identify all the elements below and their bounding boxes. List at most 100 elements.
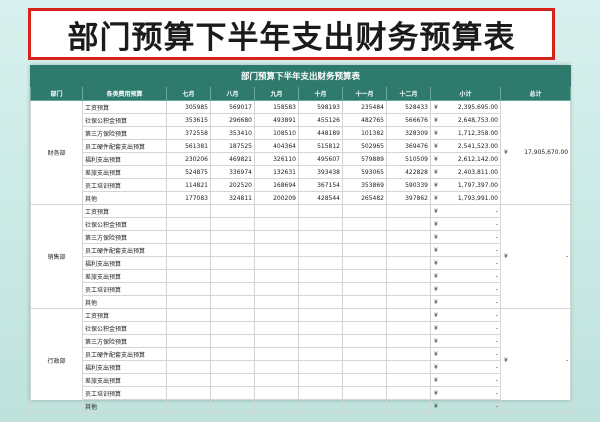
month-cell[interactable] — [210, 308, 255, 322]
month-cell[interactable] — [386, 204, 431, 218]
subtotal-cell[interactable]: ¥2,541,523.00 — [430, 139, 501, 153]
month-cell[interactable] — [166, 256, 211, 270]
month-cell[interactable] — [342, 399, 387, 413]
total-cell[interactable]: ¥ - — [499, 308, 572, 413]
month-cell[interactable] — [166, 399, 211, 413]
item-cell[interactable]: 工资预算 — [82, 308, 167, 322]
month-cell[interactable] — [298, 282, 343, 296]
month-cell[interactable]: 493891 — [254, 113, 299, 127]
item-cell[interactable]: 差旅支出预算 — [82, 165, 167, 179]
month-cell[interactable]: 230206 — [166, 152, 211, 166]
subtotal-cell[interactable]: ¥ - — [430, 334, 501, 348]
subtotal-cell[interactable]: ¥1,793,991.00 — [430, 191, 501, 205]
subtotal-cell[interactable]: ¥ - — [430, 373, 501, 387]
month-cell[interactable]: 265482 — [342, 191, 387, 205]
month-cell[interactable]: 372558 — [166, 126, 211, 140]
month-cell[interactable] — [386, 347, 431, 361]
month-cell[interactable]: 561381 — [166, 139, 211, 153]
month-cell[interactable] — [298, 399, 343, 413]
month-cell[interactable] — [298, 269, 343, 283]
month-cell[interactable]: 336974 — [210, 165, 255, 179]
item-cell[interactable]: 员工硬件配套支出预算 — [82, 347, 167, 361]
month-cell[interactable] — [254, 269, 299, 283]
month-cell[interactable] — [166, 373, 211, 387]
month-cell[interactable]: 482765 — [342, 113, 387, 127]
month-cell[interactable]: 448189 — [298, 126, 343, 140]
item-cell[interactable]: 员工硬件配套支出预算 — [82, 139, 167, 153]
month-cell[interactable] — [254, 373, 299, 387]
month-cell[interactable] — [254, 321, 299, 335]
month-cell[interactable]: 114821 — [166, 178, 211, 192]
item-cell[interactable]: 社保公积金预算 — [82, 321, 167, 335]
department-cell[interactable]: 行政部 — [30, 308, 83, 413]
month-cell[interactable] — [298, 386, 343, 400]
month-cell[interactable]: 404364 — [254, 139, 299, 153]
month-cell[interactable] — [254, 386, 299, 400]
month-cell[interactable] — [298, 295, 343, 309]
month-cell[interactable] — [254, 347, 299, 361]
month-cell[interactable] — [298, 373, 343, 387]
item-cell[interactable]: 社保公积金预算 — [82, 217, 167, 231]
month-cell[interactable] — [342, 360, 387, 374]
month-cell[interactable] — [342, 217, 387, 231]
month-cell[interactable]: 305985 — [166, 100, 211, 114]
month-cell[interactable] — [386, 256, 431, 270]
month-cell[interactable] — [386, 360, 431, 374]
month-cell[interactable] — [342, 373, 387, 387]
month-cell[interactable]: 202520 — [210, 178, 255, 192]
month-cell[interactable] — [254, 360, 299, 374]
month-cell[interactable]: 187525 — [210, 139, 255, 153]
month-cell[interactable] — [386, 321, 431, 335]
month-cell[interactable]: 524875 — [166, 165, 211, 179]
item-cell[interactable]: 第三方保险预算 — [82, 334, 167, 348]
month-cell[interactable] — [342, 269, 387, 283]
item-cell[interactable]: 其他 — [82, 191, 167, 205]
item-cell[interactable]: 工资预算 — [82, 204, 167, 218]
month-cell[interactable] — [386, 282, 431, 296]
month-cell[interactable] — [254, 399, 299, 413]
month-cell[interactable]: 132631 — [254, 165, 299, 179]
subtotal-cell[interactable]: ¥ - — [430, 243, 501, 257]
subtotal-cell[interactable]: ¥ - — [430, 386, 501, 400]
month-cell[interactable] — [210, 204, 255, 218]
month-cell[interactable]: 469821 — [210, 152, 255, 166]
month-cell[interactable] — [342, 295, 387, 309]
month-cell[interactable] — [210, 243, 255, 257]
month-cell[interactable] — [386, 308, 431, 322]
month-cell[interactable] — [254, 308, 299, 322]
month-cell[interactable] — [254, 256, 299, 270]
month-cell[interactable]: 168694 — [254, 178, 299, 192]
month-cell[interactable] — [386, 269, 431, 283]
month-cell[interactable] — [298, 321, 343, 335]
month-cell[interactable] — [210, 230, 255, 244]
month-cell[interactable] — [386, 230, 431, 244]
month-cell[interactable] — [210, 282, 255, 296]
subtotal-cell[interactable]: ¥ - — [430, 347, 501, 361]
month-cell[interactable] — [210, 360, 255, 374]
month-cell[interactable]: 502965 — [342, 139, 387, 153]
month-cell[interactable] — [386, 295, 431, 309]
month-cell[interactable]: 598193 — [298, 100, 343, 114]
month-cell[interactable] — [166, 295, 211, 309]
month-cell[interactable]: 353410 — [210, 126, 255, 140]
month-cell[interactable] — [298, 360, 343, 374]
month-cell[interactable] — [298, 243, 343, 257]
month-cell[interactable] — [342, 230, 387, 244]
item-cell[interactable]: 差旅支出预算 — [82, 373, 167, 387]
month-cell[interactable] — [298, 230, 343, 244]
month-cell[interactable] — [166, 360, 211, 374]
month-cell[interactable] — [166, 347, 211, 361]
month-cell[interactable] — [166, 269, 211, 283]
month-cell[interactable] — [210, 217, 255, 231]
month-cell[interactable]: 590339 — [386, 178, 431, 192]
item-cell[interactable]: 员工硬件配套支出预算 — [82, 243, 167, 257]
month-cell[interactable] — [210, 321, 255, 335]
month-cell[interactable]: 579889 — [342, 152, 387, 166]
month-cell[interactable] — [298, 347, 343, 361]
month-cell[interactable] — [298, 217, 343, 231]
month-cell[interactable] — [166, 282, 211, 296]
month-cell[interactable] — [298, 308, 343, 322]
month-cell[interactable] — [254, 243, 299, 257]
month-cell[interactable]: 495607 — [298, 152, 343, 166]
month-cell[interactable] — [210, 373, 255, 387]
